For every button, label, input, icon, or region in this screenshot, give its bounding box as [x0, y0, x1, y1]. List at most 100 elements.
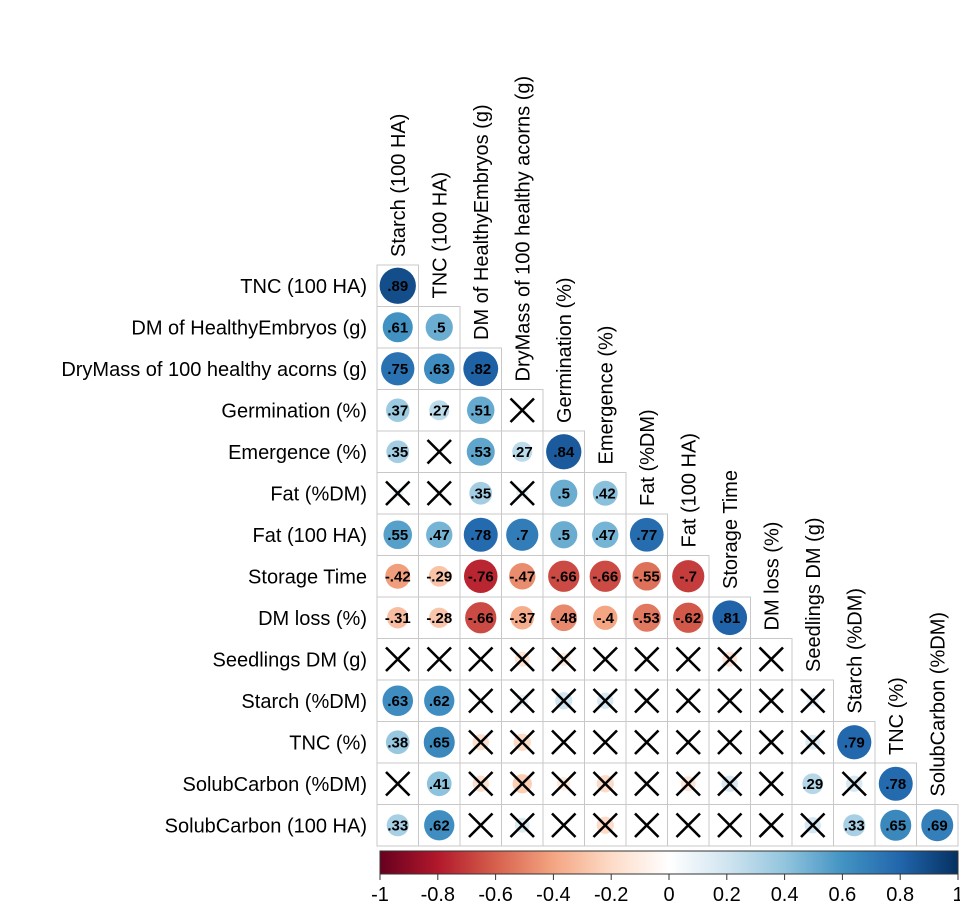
- correlation-circle: [550, 479, 578, 507]
- colorbar-tick-label: 0.4: [771, 884, 799, 905]
- insignificant-cross: [426, 646, 452, 672]
- correlation-value-label: .84: [553, 444, 575, 461]
- insignificant-cross: [717, 646, 743, 672]
- correlation-value-label: .33: [844, 817, 865, 834]
- insignificant-cross: [509, 688, 535, 714]
- correlation-circle: [423, 353, 455, 385]
- correlation-value-label: -.48: [551, 610, 577, 627]
- correlation-circle: [387, 607, 409, 629]
- colorbar-tick-label: -0.8: [421, 884, 455, 905]
- insignificant-cross: [634, 688, 660, 714]
- row-label: Starch (%DM): [241, 691, 367, 713]
- insignificant-cross: [551, 771, 577, 797]
- correlation-circle: [509, 563, 536, 590]
- correlation-value-label: -.53: [634, 610, 660, 627]
- column-label: DM of HealthyEmbryos (g): [471, 104, 493, 340]
- insignificant-cross: [592, 812, 618, 838]
- correlation-value-label: -.66: [468, 610, 494, 627]
- insignificant-cross: [675, 688, 701, 714]
- colorbar-tick-label: -0.6: [478, 884, 512, 905]
- insignificant-cross: [551, 812, 577, 838]
- row-label: Fat (%DM): [270, 483, 367, 505]
- correlation-circle: [546, 434, 582, 470]
- correlation-circle: [381, 352, 415, 386]
- row-label: Emergence (%): [228, 442, 367, 464]
- correlation-value-label: .62: [429, 817, 450, 834]
- insignificant-cross: [468, 729, 494, 755]
- correlation-circle: [382, 312, 413, 343]
- row-label: Fat (100 HA): [253, 525, 367, 547]
- correlation-value-label: .61: [387, 319, 408, 336]
- colorbar-tick-label: 0.2: [713, 884, 741, 905]
- insignificant-cross: [675, 812, 701, 838]
- insignificant-cross: [634, 646, 660, 672]
- insignificant-cross: [468, 812, 494, 838]
- correlation-circle: [592, 480, 618, 506]
- correlation-circle: [672, 560, 705, 593]
- row-label: Germination (%): [221, 400, 367, 422]
- correlation-circle: [425, 313, 453, 341]
- correlation-circle: [589, 560, 621, 592]
- correlation-value-label: .69: [927, 817, 948, 834]
- grid-cell: [418, 389, 461, 432]
- column-label: DM loss (%): [761, 522, 783, 631]
- row-labels: TNC (100 HA) DM of HealthyEmbryos (g) DryM…: [61, 276, 367, 838]
- correlation-value-label: .65: [885, 817, 906, 834]
- colorbar-tick-label: 0.8: [886, 884, 914, 905]
- insignificant-cross: [426, 480, 452, 506]
- insignificant-cross: [758, 729, 784, 755]
- correlation-circle: [383, 520, 413, 550]
- insignificant-cross: [800, 812, 826, 838]
- correlation-value-label: .47: [429, 527, 450, 544]
- insignificant-cross: [509, 646, 535, 672]
- correlation-circle: [386, 814, 409, 837]
- correlation-circle: [423, 726, 455, 758]
- correlation-value-label: .51: [470, 402, 491, 419]
- column-label: Starch (100 HA): [388, 114, 410, 257]
- correlation-value-label: .7: [516, 527, 529, 544]
- column-label: Germination (%): [554, 277, 576, 423]
- correlation-circle: [550, 521, 578, 549]
- correlation-value-label: -.42: [385, 568, 411, 585]
- insignificant-cross: [551, 646, 577, 672]
- correlation-circle: [802, 773, 824, 795]
- correlation-circle: [712, 600, 748, 636]
- column-labels: Starch (100 HA) TNC (100 HA) DM of Healthy…: [388, 76, 950, 797]
- row-label: DM of HealthyEmbryos (g): [131, 317, 367, 339]
- correlation-circle: [469, 481, 493, 505]
- correlation-value-label: .29: [802, 776, 823, 793]
- correlation-circle: [463, 351, 499, 387]
- correlation-value-label: .37: [387, 402, 408, 419]
- column-label: TNC (100 HA): [429, 172, 451, 299]
- colorbar: -1 -0.8 -0.6 -0.4 -0.2 0 0.2 0.4 0.6 0.8 1: [371, 850, 960, 905]
- correlation-circle: [424, 810, 455, 841]
- insignificant-cross: [509, 480, 535, 506]
- correlation-value-label: .47: [595, 527, 616, 544]
- correlation-value-label: .77: [636, 527, 657, 544]
- insignificant-cross: [758, 812, 784, 838]
- insignificant-cross: [675, 729, 701, 755]
- correlation-value-label: .27: [429, 402, 450, 419]
- correlation-circle: [878, 766, 913, 801]
- colorbar-tick-label: 0.6: [828, 884, 856, 905]
- correlation-value-label: .5: [557, 485, 570, 502]
- correlation-circle: [463, 559, 498, 594]
- row-label: SolubCarbon (%DM): [182, 774, 367, 796]
- correlation-circle: [463, 517, 498, 552]
- correlation-circle: [426, 771, 452, 797]
- correlation-value-label: .81: [719, 610, 740, 627]
- correlation-value-label: .82: [470, 361, 491, 378]
- row-label: Seedlings DM (g): [212, 649, 367, 671]
- correlation-marks: .89 .61 .5 .75 .63 .82 .37 .27 .51 .35 .53 .27 .84 .3…: [379, 267, 954, 842]
- colorbar-tick-label: -0.4: [536, 884, 570, 905]
- insignificant-cross: [426, 439, 452, 465]
- correlation-value-label: .5: [433, 319, 446, 336]
- insignificant-cross: [509, 397, 535, 423]
- column-label: Fat (%DM): [637, 409, 659, 506]
- insignificant-cross: [675, 771, 701, 797]
- correlation-circle: [428, 565, 450, 587]
- correlation-value-label: .35: [387, 444, 408, 461]
- correlation-circle: [385, 563, 411, 589]
- insignificant-cross: [509, 729, 535, 755]
